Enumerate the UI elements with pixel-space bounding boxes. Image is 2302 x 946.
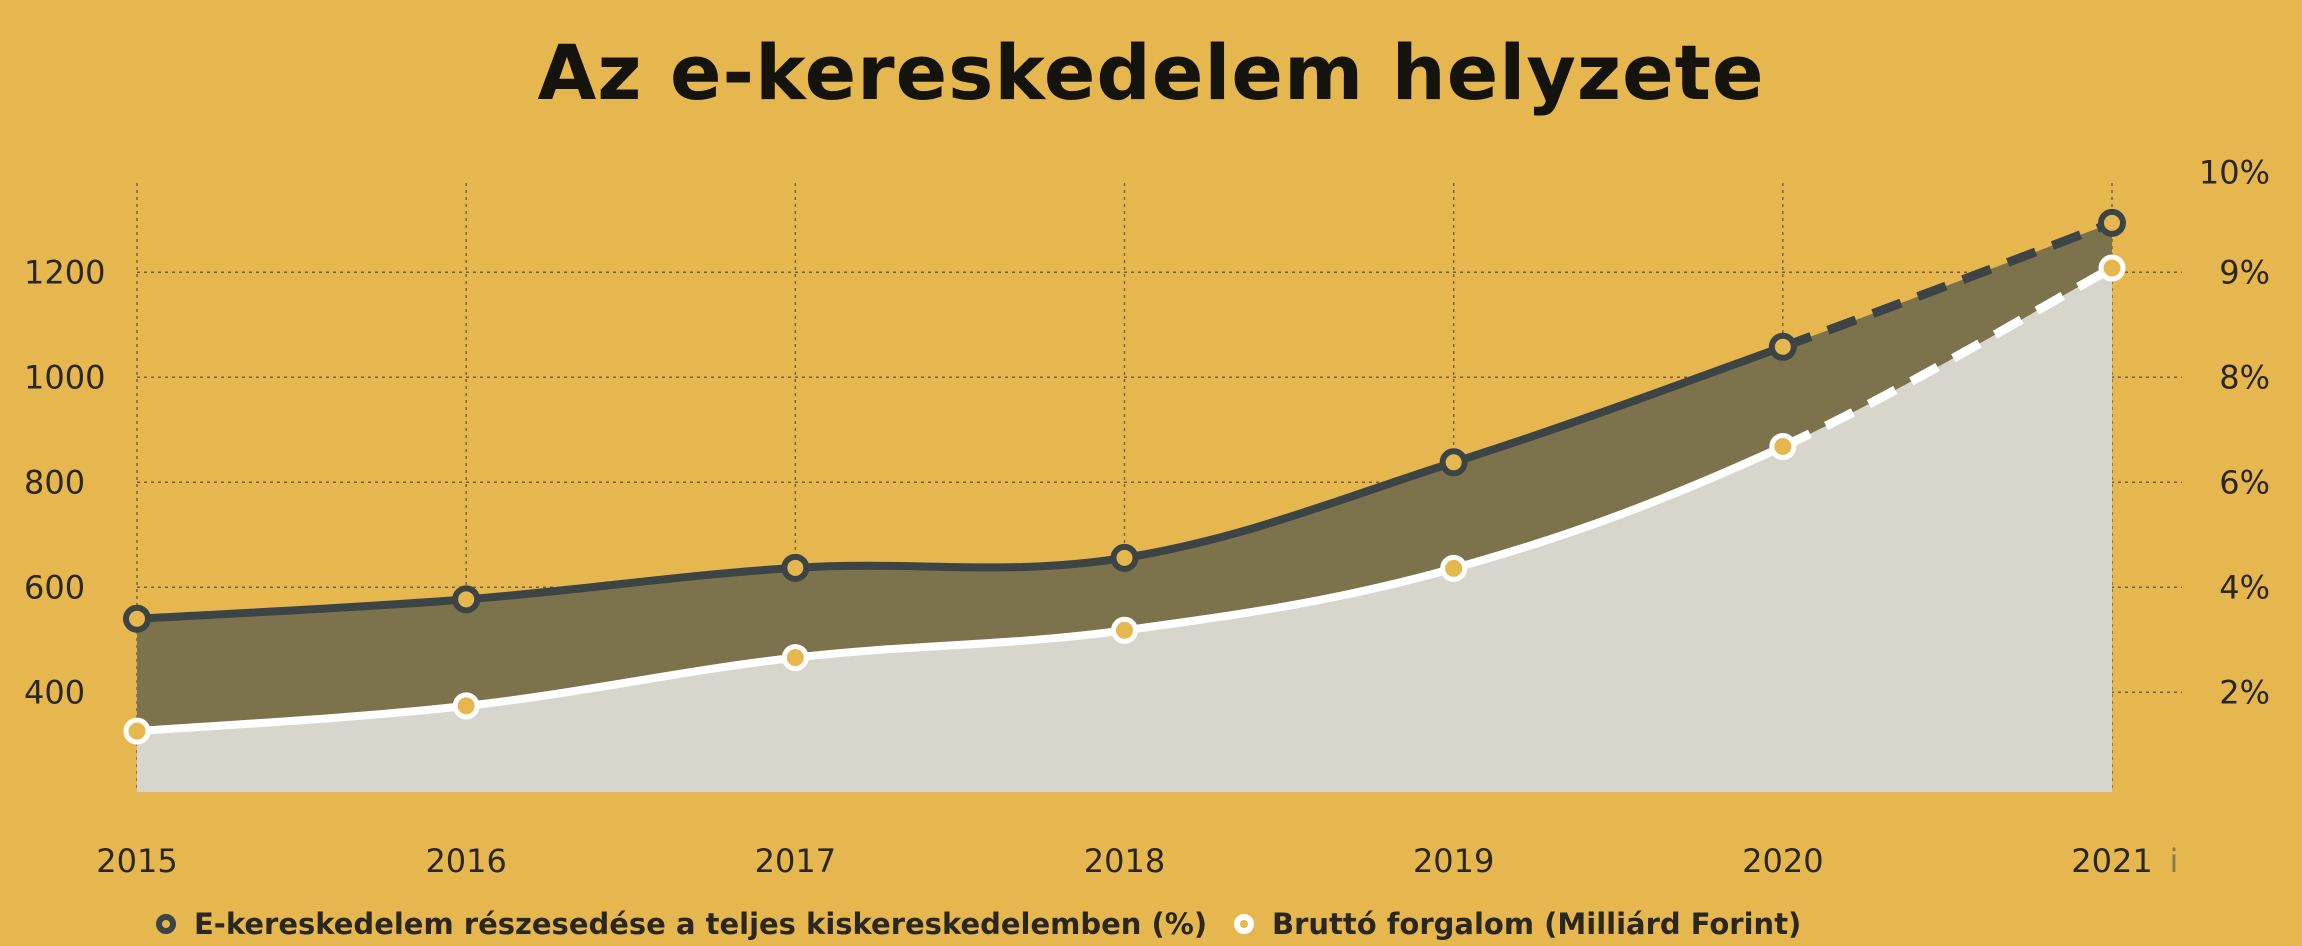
x-axis-tick-label: 2016 [425,842,506,880]
share-band-area [137,222,2112,732]
legend-marker-turnover [1234,914,1254,934]
right-axis-tick-label: 6% [2219,463,2270,501]
turnover-point [1769,433,1797,461]
label-layer: 400 600 800 1000 1200 2% 4% 6% 8% 9% 10% 2015 2016 20… [24,154,2270,881]
left-axis-tick-label: 400 [24,673,85,711]
legend-item-share: E-kereskedelem részesedése a teljes kisk… [156,904,1207,944]
legend-item-turnover: Bruttó forgalom (Milliárd Forint) [1234,904,1801,944]
turnover-point [1440,554,1468,582]
legend-label-share: E-kereskedelem részesedése a teljes kisk… [194,907,1208,941]
series-line-0 [133,342,1787,623]
share-point [2098,208,2126,237]
x-axis-tick-label: 2021 [2071,842,2152,880]
right-axis-tick-label: 10% [2199,154,2270,192]
right-axis-tick-label: 8% [2219,358,2270,396]
x-axis-tick-label: 2019 [1413,842,1494,880]
x-axis-tick-label: 2017 [755,842,836,880]
x-axis-tick-label: 2018 [1084,842,1165,880]
right-axis-tick-label: 2% [2219,673,2270,711]
chart-title: Az e-kereskedelem helyzete [537,28,1765,117]
area-chart: 400 600 800 1000 1200 2% 4% 6% 8% 9% 10% 2015 2016 20… [24,154,2270,881]
turnover-point [123,717,151,745]
area-layer [137,222,2112,792]
right-axis-tick-label: 4% [2219,568,2270,606]
share-point [452,585,481,614]
x-axis-tick-label: 2020 [1742,842,1823,880]
share-point [1110,543,1139,572]
turnover-point [2098,254,2126,282]
series-line-1 [133,442,1787,736]
right-axis-tick-label: 9% [2219,253,2270,291]
share-point [123,604,151,633]
share-point [1439,448,1468,477]
legend-marker-share [156,914,176,934]
left-axis-tick-label: 1000 [24,358,105,396]
turnover-point [452,692,480,720]
turnover-point [1111,616,1138,644]
turnover-area [137,268,2112,792]
share-point [1768,332,1797,361]
x-axis-tick-label: 2015 [96,842,177,880]
left-axis-tick-label: 800 [24,463,85,501]
series-line-dashed-0 [1781,218,2114,352]
legend-label-turnover: Bruttó forgalom (Milliárd Forint) [1272,907,1802,941]
line-layer [133,218,2115,736]
left-axis-tick-label: 1200 [24,253,105,291]
point-layer [123,208,2126,745]
series-line-dashed-1 [1780,264,2115,451]
x-axis-suffix-glyph: i [2170,842,2179,880]
share-point [781,553,810,582]
left-axis-tick-label: 600 [24,568,85,606]
turnover-point [781,644,809,672]
